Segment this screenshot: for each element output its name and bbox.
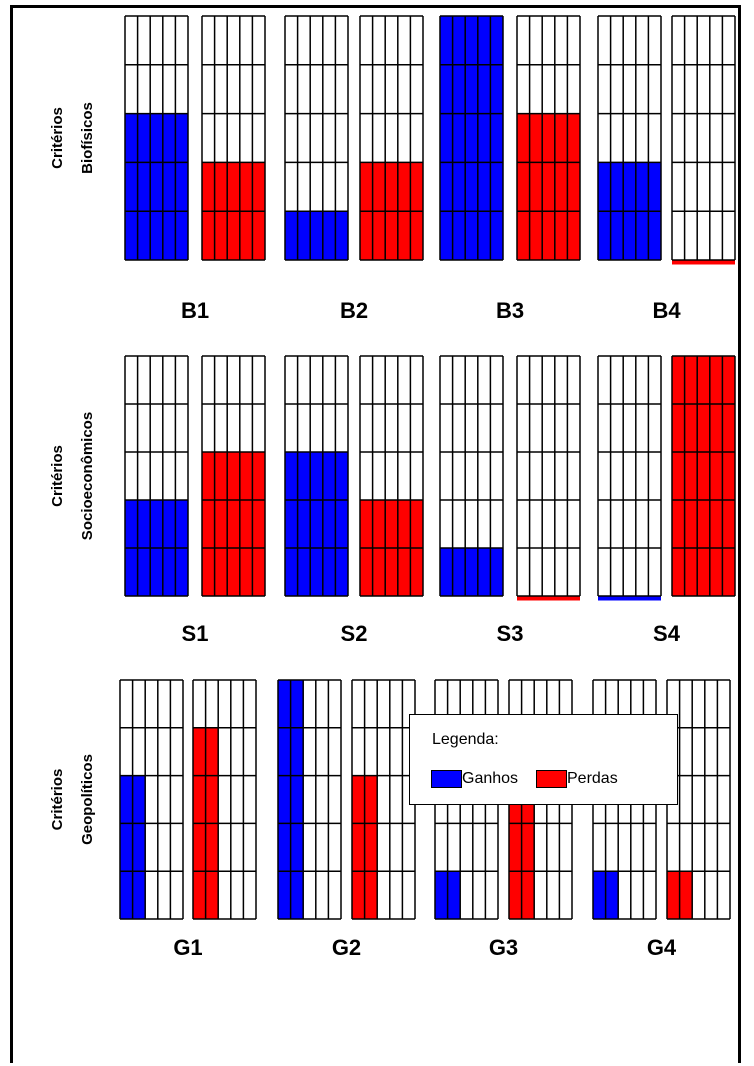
bar-ganhos-B3 (440, 16, 503, 260)
grid-ganhos-G2 (277, 679, 342, 920)
grid-perdas-G1 (192, 679, 257, 920)
row-label-1-1: Socioeconômicos (79, 412, 96, 540)
legend-swatch-ganhos (431, 770, 462, 788)
group-label-G2: G2 (332, 935, 361, 960)
grid-ganhos-B4 (597, 15, 662, 261)
grid-ganhos-B2 (284, 15, 349, 261)
group-label-B2: B2 (340, 298, 368, 323)
row-label-2-0: Critérios (49, 769, 66, 831)
grid-perdas-B4 (671, 15, 736, 261)
row-label-0-1: Biofísicos (79, 102, 96, 174)
bar-ganhos-S2 (285, 452, 348, 596)
group-label-G1: G1 (173, 935, 202, 960)
legend-item-perdas: Perdas (536, 768, 618, 790)
group-label-S2: S2 (341, 621, 368, 646)
legend-label-perdas: Perdas (567, 770, 618, 787)
group-label-B1: B1 (181, 298, 209, 323)
grid-ganhos-S1 (124, 355, 189, 597)
legend-swatch-perdas (536, 770, 567, 788)
row-label-1-0: Critérios (49, 445, 66, 507)
legend-box: Legenda: Ganhos Perdas (409, 714, 678, 805)
legend-label-ganhos: Ganhos (462, 770, 519, 787)
bar-ganhos-B2 (285, 211, 348, 260)
grid-ganhos-S4 (597, 355, 662, 597)
grid-perdas-B1 (201, 15, 266, 261)
group-label-S3: S3 (497, 621, 524, 646)
group-label-S4: S4 (653, 621, 681, 646)
bar-perdas-S1 (202, 452, 265, 596)
grid-perdas-S4 (671, 355, 736, 597)
grid-perdas-S2 (359, 355, 424, 597)
grid-ganhos-S3 (439, 355, 504, 597)
group-label-G3: G3 (489, 935, 518, 960)
grid-ganhos-S2 (284, 355, 349, 597)
grid-perdas-S3 (516, 355, 581, 597)
bar-ganhos-S3 (440, 548, 503, 596)
grid-perdas-B3 (516, 15, 581, 261)
grid-ganhos-G1 (119, 679, 184, 920)
row-label-0-0: Critérios (49, 107, 66, 169)
grid-perdas-S1 (201, 355, 266, 597)
group-label-B3: B3 (496, 298, 524, 323)
legend-item-ganhos: Ganhos (431, 768, 518, 790)
bar-perdas-B3 (517, 113, 580, 260)
grid-perdas-B2 (359, 15, 424, 261)
row-label-2-1: Geopolíticos (79, 754, 96, 845)
group-label-B4: B4 (652, 298, 681, 323)
chart-frame (10, 5, 741, 1063)
bar-ganhos-B1 (125, 113, 188, 260)
legend-title: Legenda: (432, 731, 499, 748)
grid-ganhos-B3 (439, 15, 504, 261)
group-label-G4: G4 (647, 935, 677, 960)
bar-perdas-S4 (672, 356, 735, 596)
grid-ganhos-B1 (124, 15, 189, 261)
group-label-S1: S1 (182, 621, 209, 646)
